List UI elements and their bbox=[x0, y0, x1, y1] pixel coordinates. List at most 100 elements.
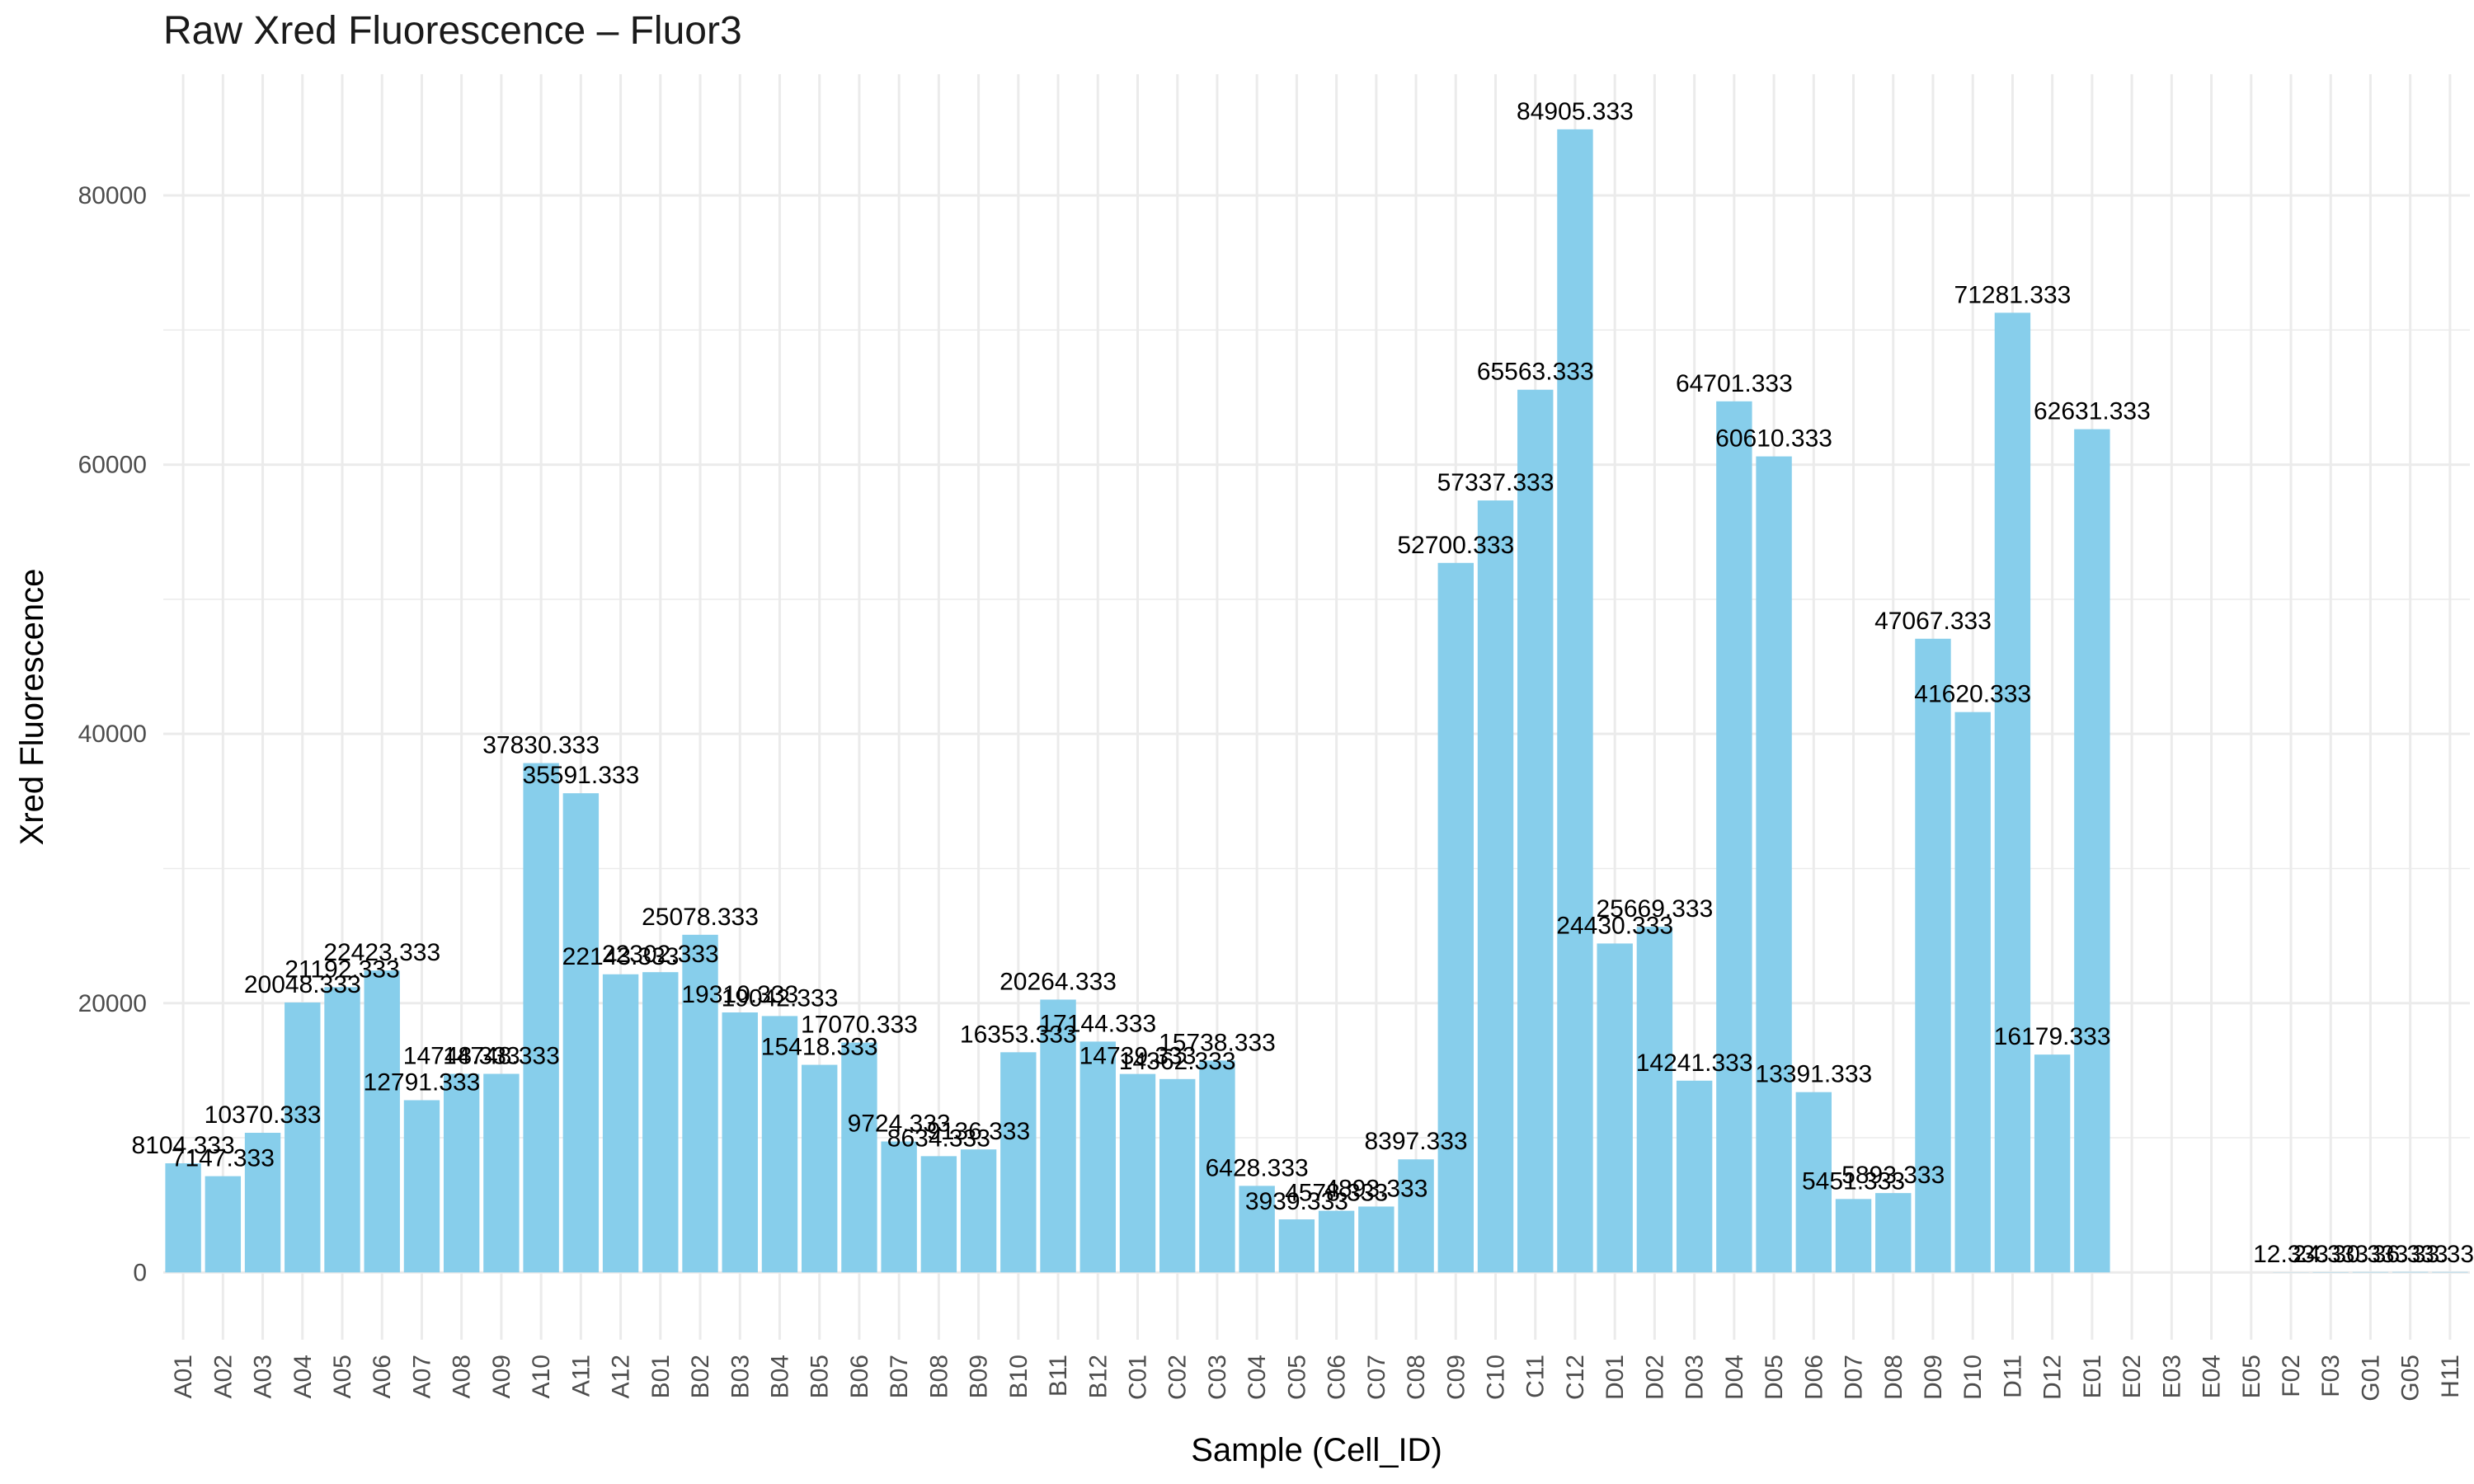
bar bbox=[602, 974, 639, 1273]
x-tick-label: B10 bbox=[1005, 1355, 1032, 1398]
x-tick-label: C06 bbox=[1324, 1355, 1351, 1400]
x-tick-label: A06 bbox=[369, 1355, 396, 1398]
bar bbox=[324, 987, 360, 1273]
data-label: 13391.333 bbox=[1755, 1061, 1872, 1088]
bar bbox=[1398, 1159, 1434, 1273]
x-tick-label: C03 bbox=[1204, 1355, 1231, 1400]
data-label: 64701.333 bbox=[1676, 370, 1793, 397]
bar bbox=[682, 934, 718, 1273]
bar bbox=[285, 1002, 321, 1273]
data-label: 71281.333 bbox=[1954, 281, 2072, 308]
x-tick-label: E01 bbox=[2079, 1355, 2106, 1398]
bar bbox=[1597, 943, 1633, 1273]
bar bbox=[1119, 1073, 1156, 1273]
data-label: 5451.333 bbox=[1802, 1167, 1905, 1195]
data-label: 14739.333 bbox=[1079, 1043, 1197, 1070]
data-label: 37830.333 bbox=[482, 732, 600, 759]
y-tick-label: 80000 bbox=[78, 182, 147, 209]
data-label: 12791.333 bbox=[364, 1068, 481, 1096]
x-tick-label: H11 bbox=[2437, 1355, 2464, 1398]
data-label: 20048.333 bbox=[244, 971, 361, 998]
x-tick-label: B04 bbox=[766, 1355, 793, 1398]
data-label: 52700.333 bbox=[1397, 532, 1514, 559]
bar bbox=[1835, 1199, 1872, 1273]
data-label: 8397.333 bbox=[1364, 1128, 1467, 1155]
data-label: 65563.333 bbox=[1477, 359, 1594, 386]
data-label: 84905.333 bbox=[1517, 98, 1634, 125]
bar bbox=[1676, 1080, 1713, 1273]
bar bbox=[1477, 500, 1514, 1273]
x-tick-label: F03 bbox=[2317, 1355, 2345, 1397]
bar bbox=[841, 1042, 877, 1273]
data-label: 6428.333 bbox=[1206, 1154, 1309, 1181]
x-tick-label: A07 bbox=[408, 1355, 435, 1398]
bar bbox=[1954, 711, 1991, 1273]
bar bbox=[642, 972, 679, 1273]
x-tick-label: B08 bbox=[925, 1355, 952, 1398]
bar bbox=[2034, 1054, 2071, 1273]
x-tick-label: B12 bbox=[1084, 1355, 1112, 1398]
x-tick-label: A02 bbox=[209, 1355, 237, 1398]
bar bbox=[443, 1073, 480, 1273]
data-label: 15418.333 bbox=[761, 1034, 878, 1061]
data-label: 30.333 bbox=[2333, 1241, 2409, 1268]
bar bbox=[1318, 1210, 1355, 1273]
x-tick-label: B05 bbox=[807, 1355, 834, 1398]
data-label: 19310.333 bbox=[681, 981, 798, 1008]
x-tick-label: D12 bbox=[2039, 1355, 2067, 1400]
bar bbox=[1557, 129, 1593, 1273]
data-label: 16179.333 bbox=[1994, 1023, 2111, 1050]
data-label: 41620.333 bbox=[1914, 681, 2031, 708]
data-label: 12.333 bbox=[2253, 1241, 2329, 1268]
x-tick-label: B09 bbox=[966, 1355, 993, 1398]
bar bbox=[244, 1133, 281, 1273]
data-label: 25078.333 bbox=[642, 904, 759, 931]
x-tick-label: A12 bbox=[608, 1355, 635, 1398]
bar bbox=[1994, 312, 2031, 1273]
data-label: 10370.333 bbox=[205, 1101, 322, 1129]
data-label: 60610.333 bbox=[1715, 425, 1832, 453]
data-label: 36.333 bbox=[2373, 1241, 2448, 1268]
data-label: 22143.333 bbox=[562, 943, 680, 970]
bar bbox=[722, 1012, 758, 1273]
y-tick-label: 0 bbox=[133, 1259, 147, 1286]
bars bbox=[165, 129, 2468, 1273]
x-tick-label: B06 bbox=[846, 1355, 873, 1398]
x-tick-label: A03 bbox=[250, 1355, 277, 1398]
bar bbox=[165, 1163, 201, 1273]
bar bbox=[1239, 1186, 1275, 1273]
data-label: 4893.333 bbox=[1324, 1175, 1427, 1202]
bar bbox=[1875, 1193, 1912, 1273]
bar bbox=[1517, 389, 1554, 1273]
bar bbox=[2432, 1271, 2468, 1273]
data-label: 14362.333 bbox=[1119, 1048, 1236, 1075]
data-label: 17144.333 bbox=[1039, 1010, 1156, 1037]
x-tick-label: B02 bbox=[687, 1355, 714, 1398]
data-label: 22423.333 bbox=[323, 939, 440, 966]
bar bbox=[1000, 1052, 1037, 1273]
x-tick-label: C12 bbox=[1562, 1355, 1589, 1400]
x-tick-label: C04 bbox=[1244, 1355, 1271, 1400]
data-label: 5893.333 bbox=[1841, 1162, 1945, 1189]
x-tick-label: A08 bbox=[449, 1355, 476, 1398]
bar bbox=[403, 1100, 440, 1273]
y-tick-label: 60000 bbox=[78, 452, 147, 479]
data-label: 4578.333 bbox=[1285, 1180, 1388, 1207]
data-label: 9724.333 bbox=[848, 1111, 951, 1138]
bar bbox=[1040, 999, 1076, 1273]
x-tick-label: D09 bbox=[1920, 1355, 1947, 1400]
x-tick-label: A05 bbox=[329, 1355, 356, 1398]
bar bbox=[1915, 638, 1951, 1273]
data-label: 19042.333 bbox=[722, 984, 839, 1012]
x-tick-label: D08 bbox=[1880, 1355, 1907, 1400]
y-axis-title: Xred Fluorescence bbox=[14, 569, 50, 846]
bar bbox=[1159, 1078, 1196, 1273]
x-tick-label: E02 bbox=[2119, 1355, 2146, 1398]
data-label: 35591.333 bbox=[522, 762, 639, 789]
x-tick-label: B01 bbox=[647, 1355, 675, 1398]
data-label: 9136.333 bbox=[927, 1118, 1030, 1145]
bar bbox=[483, 1073, 520, 1273]
x-tick-label: A01 bbox=[170, 1355, 197, 1398]
